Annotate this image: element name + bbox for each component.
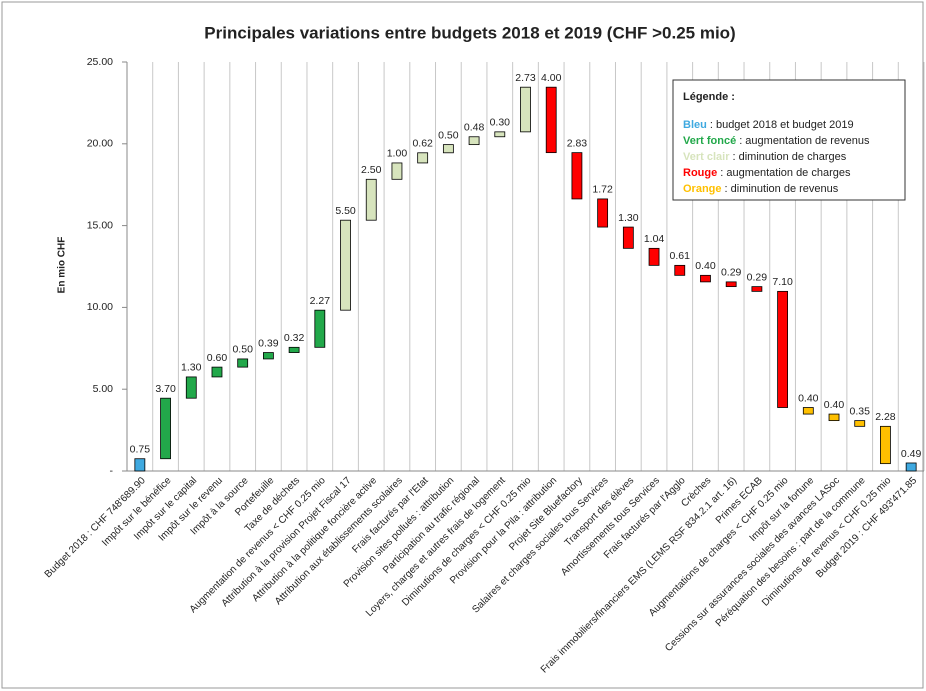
value-label: 1.00 <box>387 148 408 160</box>
value-label: 2.27 <box>310 295 331 307</box>
legend-item: Vert clair: diminution de charges <box>683 151 847 163</box>
bar <box>365 178 377 221</box>
bar <box>340 219 351 311</box>
legend-item: Bleu: budget 2018 et budget 2019 <box>683 119 854 131</box>
y-tick-label: 25.00 <box>87 56 113 68</box>
value-label: 7.10 <box>772 276 793 288</box>
bar <box>263 352 274 360</box>
y-tick-label: 20.00 <box>87 138 113 150</box>
legend-text: : budget 2018 et budget 2019 <box>710 119 854 131</box>
bar <box>854 420 866 427</box>
value-label: 0.48 <box>464 122 485 134</box>
y-axis-label: En mio CHF <box>57 237 68 294</box>
y-tick-label: 15.00 <box>87 219 113 231</box>
legend-label: Rouge <box>683 167 717 179</box>
value-label: 3.70 <box>155 383 176 395</box>
value-label: 2.50 <box>361 164 382 176</box>
value-label: 0.29 <box>747 271 768 283</box>
bar <box>802 407 814 415</box>
y-tick-label: 10.00 <box>87 301 113 313</box>
legend-box <box>672 79 906 201</box>
bar <box>751 286 763 292</box>
bar <box>134 458 146 472</box>
value-label: 0.75 <box>130 444 151 456</box>
value-label: 2.73 <box>515 72 536 84</box>
value-label: 0.60 <box>207 352 228 364</box>
bar <box>648 247 660 266</box>
bar <box>494 131 506 138</box>
legend-item: Orange: diminution de revenus <box>683 183 839 195</box>
value-label: 0.50 <box>438 129 459 141</box>
bar <box>905 462 917 472</box>
legend-item: Vert foncé: augmentation de revenus <box>683 135 870 147</box>
value-label: 0.35 <box>850 405 871 417</box>
bar <box>237 358 249 368</box>
bar <box>160 397 171 460</box>
legend-item: Rouge: augmentation de charges <box>683 167 851 179</box>
y-tick-label: - <box>110 465 114 477</box>
bar <box>622 226 634 249</box>
value-label: 0.29 <box>721 267 742 279</box>
legend-title: Légende : <box>683 91 735 103</box>
bar <box>828 413 840 422</box>
bar <box>288 346 300 353</box>
bar <box>725 281 737 288</box>
bar <box>520 86 531 133</box>
value-label: 0.39 <box>258 337 279 349</box>
value-label: 4.00 <box>541 72 562 84</box>
y-tick-label: 5.00 <box>93 383 114 395</box>
bar <box>777 290 788 408</box>
value-label: 1.30 <box>618 212 639 224</box>
bar <box>571 152 583 200</box>
bar <box>391 162 403 180</box>
value-label: 0.40 <box>798 392 819 404</box>
legend-label: Vert foncé <box>683 135 736 147</box>
value-label: 2.83 <box>567 137 588 149</box>
value-label: 0.40 <box>824 399 845 411</box>
legend-text: : augmentation de charges <box>720 167 851 179</box>
value-label: 5.50 <box>335 205 356 217</box>
bar <box>700 274 711 283</box>
bar <box>442 144 454 154</box>
value-label: 0.30 <box>490 117 511 129</box>
value-label: 0.49 <box>901 448 922 460</box>
bar <box>468 136 480 146</box>
value-label: 0.50 <box>232 344 253 356</box>
bar <box>211 366 223 378</box>
value-label: 0.62 <box>412 138 433 150</box>
value-label: 0.40 <box>695 260 716 272</box>
bar <box>597 198 609 228</box>
bar <box>674 264 686 276</box>
bar <box>545 86 557 154</box>
value-label: 0.32 <box>284 332 305 344</box>
value-label: 1.04 <box>644 233 665 245</box>
legend-label: Orange <box>683 183 722 195</box>
legend-text: : diminution de revenus <box>725 183 839 195</box>
legend-label: Bleu <box>683 119 707 131</box>
legend-label: Vert clair <box>683 151 730 163</box>
chart-title: Principales variations entre budgets 201… <box>204 23 735 42</box>
value-label: 0.61 <box>670 250 691 262</box>
value-label: 2.28 <box>875 411 896 423</box>
legend-text: : augmentation de revenus <box>739 135 870 147</box>
value-label: 1.72 <box>592 184 613 196</box>
bar <box>185 376 197 399</box>
legend-text: : diminution de charges <box>732 151 846 163</box>
bar <box>314 309 326 348</box>
bar <box>880 425 891 465</box>
bar <box>417 152 429 164</box>
value-label: 1.30 <box>181 362 202 374</box>
